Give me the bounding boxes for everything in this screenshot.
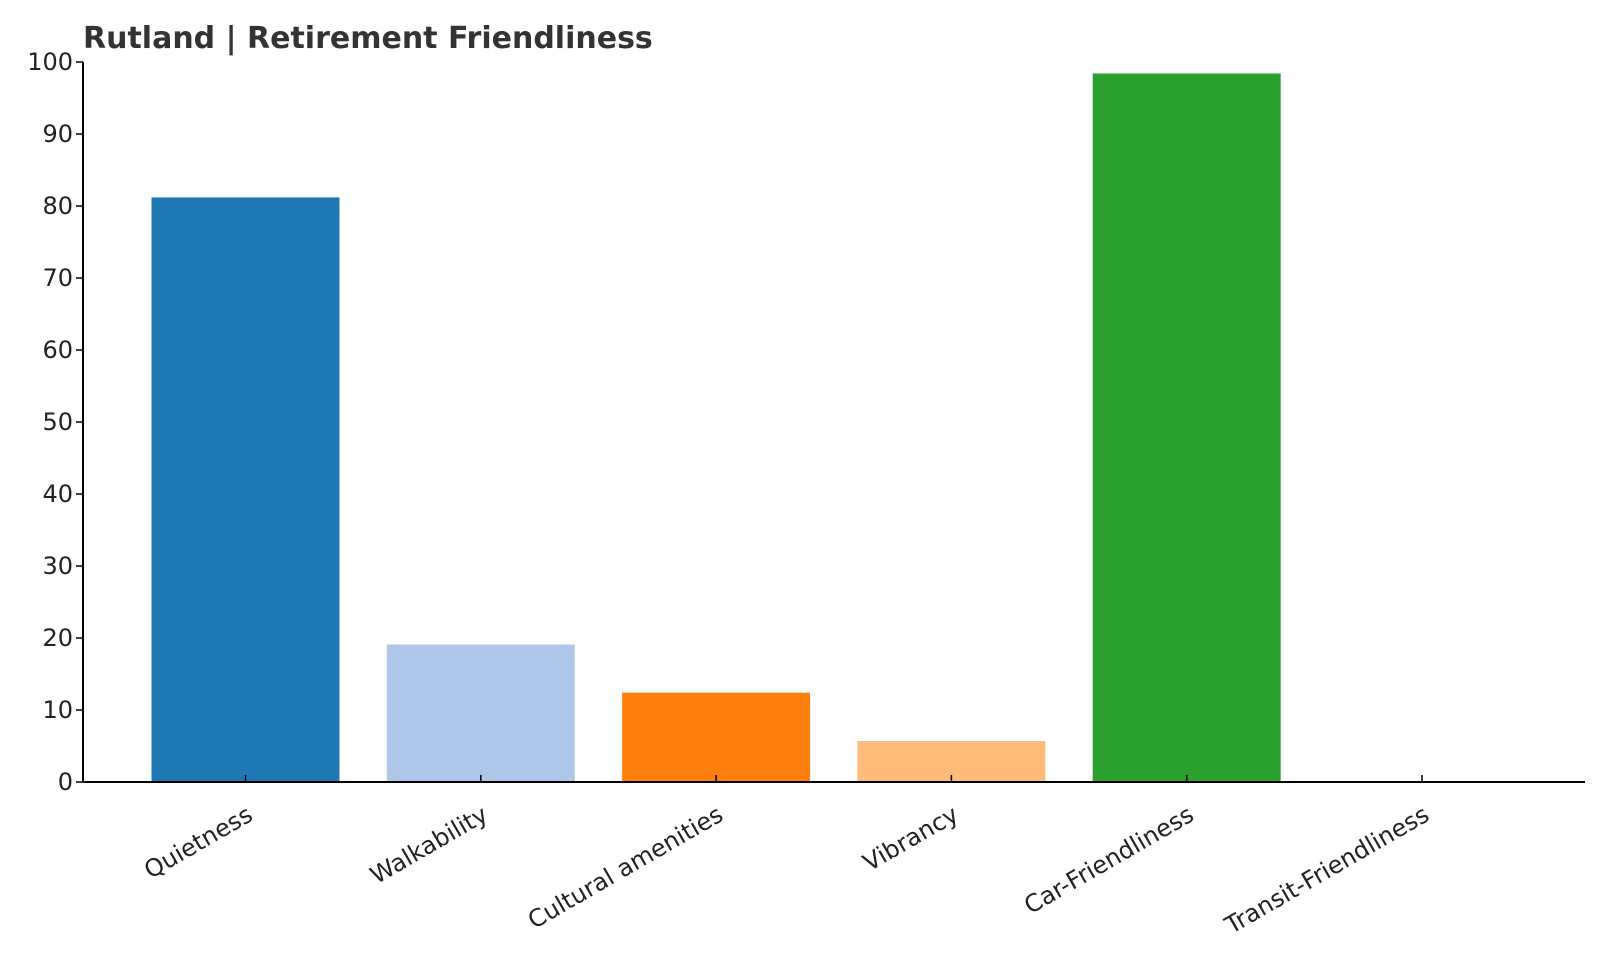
x-tick-label: Walkability [365, 800, 492, 890]
y-tick-label: 50 [42, 408, 73, 436]
y-tick-label: 70 [42, 264, 73, 292]
y-tick-label: 100 [27, 48, 73, 76]
bar-cultural-amenities [622, 692, 811, 782]
y-tick-label: 30 [42, 552, 73, 580]
y-tick-label: 80 [42, 192, 73, 220]
y-tick-label: 0 [58, 768, 73, 796]
x-tick-label: Cultural amenities [523, 800, 728, 934]
y-tick-label: 40 [42, 480, 73, 508]
x-tick-label: Quietness [139, 800, 257, 884]
x-axis: Quietness Walkability Cultural amenities Vi… [83, 775, 1585, 940]
bar-car-friendliness [1092, 73, 1281, 782]
y-tick-label: 10 [42, 696, 73, 724]
x-tick-label: Vibrancy [858, 800, 963, 877]
y-axis: 0 10 20 30 40 50 60 70 80 90 100 [27, 48, 84, 796]
bars-layer [151, 73, 1281, 782]
x-tick-label: Car-Friendliness [1019, 800, 1198, 920]
x-tick-label: Transit-Friendliness [1219, 800, 1433, 940]
bar-walkability [386, 644, 575, 782]
y-tick-label: 60 [42, 336, 73, 364]
y-tick-label: 90 [42, 120, 73, 148]
bar-quietness [151, 197, 340, 782]
y-tick-label: 20 [42, 624, 73, 652]
chart-title: Rutland | Retirement Friendliness [83, 21, 653, 56]
